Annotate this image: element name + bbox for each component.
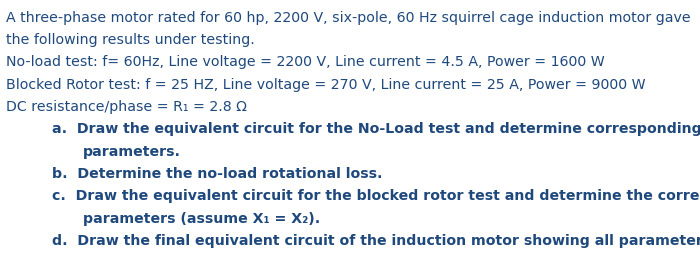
Text: A three-phase motor rated for 60 hp, 2200 V, six-pole, 60 Hz squirrel cage induc: A three-phase motor rated for 60 hp, 220… (6, 11, 690, 24)
Text: d.  Draw the final equivalent circuit of the induction motor showing all paramet: d. Draw the final equivalent circuit of … (52, 234, 700, 248)
Text: b.  Determine the no-load rotational loss.: b. Determine the no-load rotational loss… (52, 167, 383, 181)
Text: No-load test: f= 60Hz, Line voltage = 2200 V, Line current = 4.5 A, Power = 1600: No-load test: f= 60Hz, Line voltage = 22… (6, 55, 604, 69)
Text: the following results under testing.: the following results under testing. (6, 33, 254, 47)
Text: DC resistance/phase = R₁ = 2.8 Ω: DC resistance/phase = R₁ = 2.8 Ω (6, 100, 246, 114)
Text: parameters (assume X₁ = X₂).: parameters (assume X₁ = X₂). (83, 212, 320, 226)
Text: parameters.: parameters. (83, 145, 181, 159)
Text: c.  Draw the equivalent circuit for the blocked rotor test and determine the cor: c. Draw the equivalent circuit for the b… (52, 189, 700, 203)
Text: Blocked Rotor test: f = 25 HZ, Line voltage = 270 V, Line current = 25 A, Power : Blocked Rotor test: f = 25 HZ, Line volt… (6, 78, 645, 92)
Text: a.  Draw the equivalent circuit for the No-Load test and determine corresponding: a. Draw the equivalent circuit for the N… (52, 122, 700, 136)
